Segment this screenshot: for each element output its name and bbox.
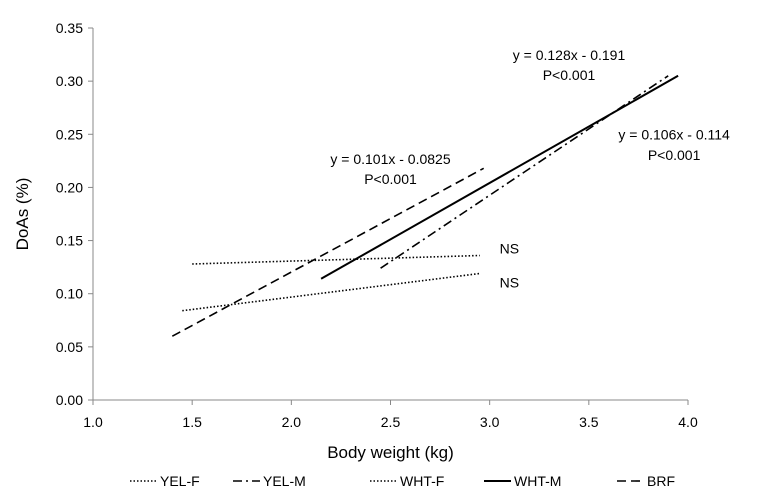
annotation-label: P<0.001 bbox=[543, 67, 596, 83]
series-line-wht-f bbox=[182, 272, 480, 312]
legend-label-yel-f: YEL-F bbox=[160, 473, 200, 489]
annotation-label: y = 0.128x - 0.191 bbox=[513, 47, 626, 63]
x-tick-label: 3.0 bbox=[480, 414, 500, 430]
y-tick-label: 0.00 bbox=[56, 392, 83, 408]
legend: YEL-F YEL-M WHT-F WHT-M BRF bbox=[130, 473, 675, 489]
legend-label-brf: BRF bbox=[647, 473, 675, 489]
x-axis-title: Body weight (kg) bbox=[327, 443, 454, 462]
series-line-yel-m bbox=[380, 75, 669, 269]
annotation-label: NS bbox=[500, 274, 519, 290]
plot-area: 0.00 0.05 0.10 0.15 0.20 0.25 0.30 0.35 1.0 1.5 2… bbox=[56, 20, 730, 430]
annotation-label: P<0.001 bbox=[648, 147, 701, 163]
x-tick-label: 2.0 bbox=[282, 414, 302, 430]
x-tick-label: 4.0 bbox=[678, 414, 698, 430]
y-axis-title: DoAs (%) bbox=[13, 178, 32, 251]
annotation-label: y = 0.101x - 0.0825 bbox=[330, 151, 450, 167]
legend-label-yel-m: YEL-M bbox=[263, 473, 306, 489]
annotation-label: NS bbox=[500, 240, 519, 256]
x-tick-label: 1.0 bbox=[83, 414, 103, 430]
series-line-yel-f bbox=[192, 254, 480, 265]
series-lines bbox=[171, 74, 679, 337]
y-tick-label: 0.05 bbox=[56, 339, 83, 355]
legend-label-wht-f: WHT-F bbox=[400, 473, 444, 489]
annotations: y = 0.128x - 0.191 P<0.001 y = 0.106x - 0.… bbox=[330, 47, 730, 290]
series-line-brf bbox=[171, 167, 485, 337]
x-axis-ticks: 1.0 1.5 2.0 2.5 3.0 3.5 4.0 bbox=[83, 400, 698, 430]
y-tick-label: 0.10 bbox=[56, 286, 83, 302]
x-tick-label: 2.5 bbox=[381, 414, 401, 430]
y-tick-label: 0.30 bbox=[56, 73, 83, 89]
y-tick-label: 0.15 bbox=[56, 233, 83, 249]
annotation-label: y = 0.106x - 0.114 bbox=[618, 127, 730, 143]
y-tick-label: 0.35 bbox=[56, 20, 83, 36]
y-tick-label: 0.25 bbox=[56, 126, 83, 142]
y-tick-label: 0.20 bbox=[56, 179, 83, 195]
x-tick-label: 1.5 bbox=[182, 414, 202, 430]
x-tick-label: 3.5 bbox=[579, 414, 599, 430]
legend-label-wht-m: WHT-M bbox=[514, 473, 561, 489]
y-axis-ticks: 0.00 0.05 0.10 0.15 0.20 0.25 0.30 0.35 bbox=[56, 20, 93, 408]
annotation-label: P<0.001 bbox=[364, 171, 417, 187]
series-line-wht-m bbox=[320, 74, 679, 280]
